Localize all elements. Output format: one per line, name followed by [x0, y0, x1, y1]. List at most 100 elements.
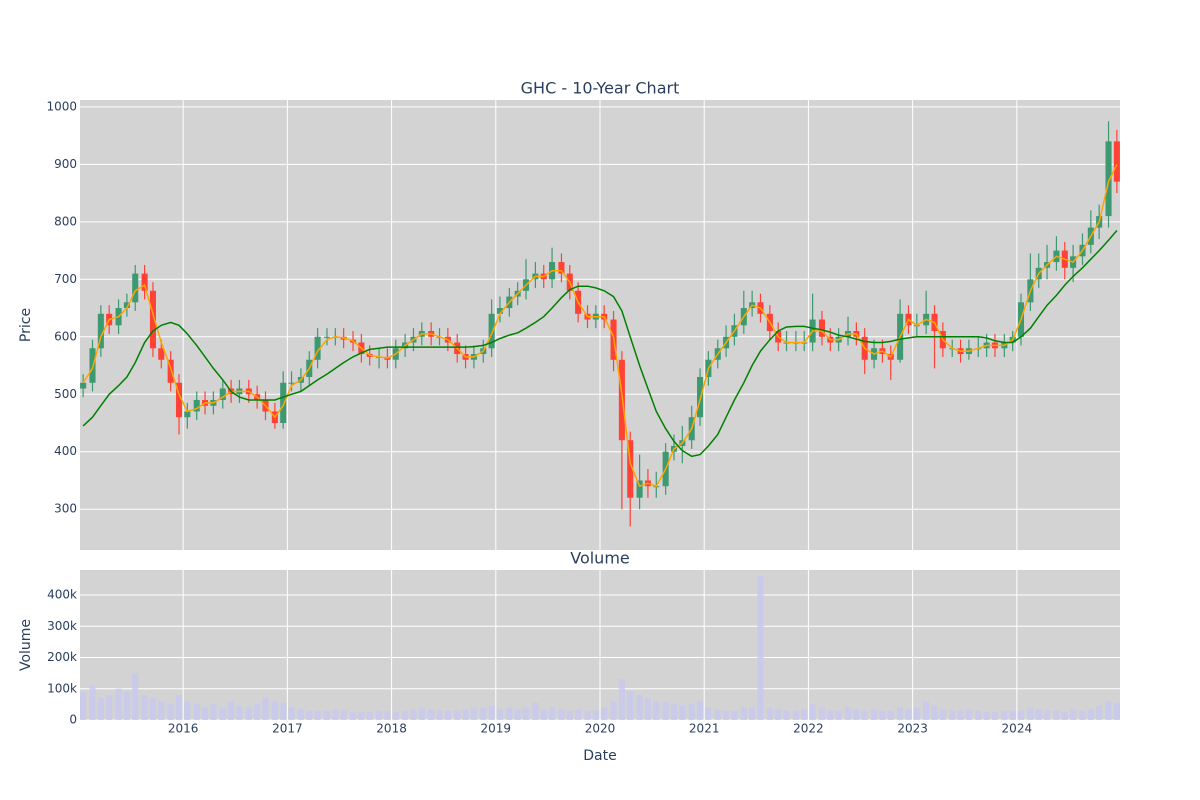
volume-bar [193, 704, 200, 720]
volume-bar [89, 685, 96, 720]
volume-bar [679, 705, 686, 720]
volume-bar [610, 701, 617, 720]
volume-bar [740, 707, 747, 720]
volume-bar [496, 709, 503, 720]
volume-tick-label: 100k [47, 681, 77, 695]
volume-bar [332, 709, 339, 720]
volume-bar [436, 710, 443, 720]
candle-body [141, 273, 148, 291]
volume-bar [210, 704, 217, 720]
volume-tick-label: 400k [47, 588, 77, 602]
volume-bar [488, 705, 495, 720]
x-tick-label: 2017 [272, 722, 303, 736]
x-tick-label: 2016 [168, 722, 199, 736]
volume-axis-title: Volume [18, 619, 34, 671]
volume-bar [1017, 710, 1025, 720]
candle-body [558, 262, 565, 274]
volume-bar [662, 701, 669, 720]
volume-bar [775, 709, 782, 720]
volume-bar [80, 691, 87, 720]
volume-bar [809, 704, 816, 720]
candle-body [1113, 141, 1120, 182]
volume-bar [115, 688, 122, 720]
volume-bar [558, 709, 565, 720]
y-tick-label: 900 [54, 157, 77, 171]
volume-bar [1001, 710, 1008, 720]
candle-body [149, 290, 156, 349]
volume-bar [939, 709, 946, 720]
volume-bar [566, 710, 573, 720]
volume-bar [323, 710, 331, 720]
volume-bar [402, 710, 409, 720]
volume-bar [106, 695, 113, 720]
volume-bar [618, 679, 625, 720]
volume-bar [340, 710, 347, 720]
volume-bar [392, 712, 399, 720]
volume-bar [957, 710, 964, 720]
volume-bar [549, 707, 556, 720]
volume-bar [384, 710, 391, 720]
volume-bar [245, 707, 252, 720]
volume-bar [540, 709, 547, 720]
candle-body [158, 348, 165, 360]
volume-bar [202, 707, 209, 720]
x-tick-label: 2023 [897, 722, 928, 736]
candle-body [288, 382, 295, 384]
volume-bar [723, 710, 730, 720]
candle-body [167, 359, 174, 383]
candle-body [818, 319, 825, 337]
volume-bar [123, 691, 130, 720]
volume-bar [306, 710, 313, 720]
volume-bar [236, 705, 243, 720]
y-axis-title: Price [18, 308, 34, 342]
volume-bar [470, 707, 477, 720]
volume-bar [705, 707, 712, 720]
volume-bar [879, 710, 886, 720]
candle-body [488, 313, 495, 349]
volume-bar [1035, 709, 1042, 720]
volume-bar [1113, 702, 1120, 720]
volume-bar [835, 710, 842, 720]
candle-body [132, 273, 139, 303]
volume-bar [688, 704, 695, 720]
volume-bar [97, 698, 104, 720]
volume-tick-label: 0 [69, 713, 77, 727]
volume-title: Volume [570, 549, 630, 568]
x-tick-label: 2024 [1002, 722, 1033, 736]
moving-average-line [82, 230, 1118, 458]
volume-bar [454, 710, 461, 720]
volume-bar [149, 698, 156, 720]
volume-bar [1027, 707, 1034, 720]
candle-body [97, 313, 104, 349]
candle-body [636, 480, 643, 498]
volume-bar [627, 691, 634, 720]
x-tick-label: 2019 [481, 722, 512, 736]
volume-bar [653, 701, 660, 720]
volume-bar [1061, 712, 1068, 720]
volume-bar [1044, 710, 1051, 720]
volume-bar [636, 695, 643, 720]
x-tick-label: 2020 [585, 722, 616, 736]
volume-bar [522, 707, 530, 720]
volume-bar [175, 695, 183, 720]
candle-body [314, 336, 321, 360]
volume-bar [897, 707, 904, 720]
volume-bar [853, 709, 860, 720]
y-tick-label: 400 [54, 444, 77, 458]
volume-tick-label: 200k [47, 650, 77, 664]
volume-bar [644, 698, 651, 720]
volume-bar [670, 704, 678, 720]
volume-bar [1105, 701, 1112, 720]
candle-body [219, 388, 226, 400]
y-tick-label: 300 [54, 502, 77, 516]
y-tick-label: 800 [54, 214, 77, 228]
volume-bar [861, 710, 868, 720]
y-tick-label: 600 [54, 329, 77, 343]
volume-bar [444, 710, 451, 720]
volume-bar [358, 712, 365, 720]
volume-bar [592, 710, 599, 720]
volume-bar [801, 709, 808, 720]
x-tick-label: 2018 [376, 722, 407, 736]
candle-body [184, 411, 191, 418]
volume-bar [228, 701, 235, 720]
